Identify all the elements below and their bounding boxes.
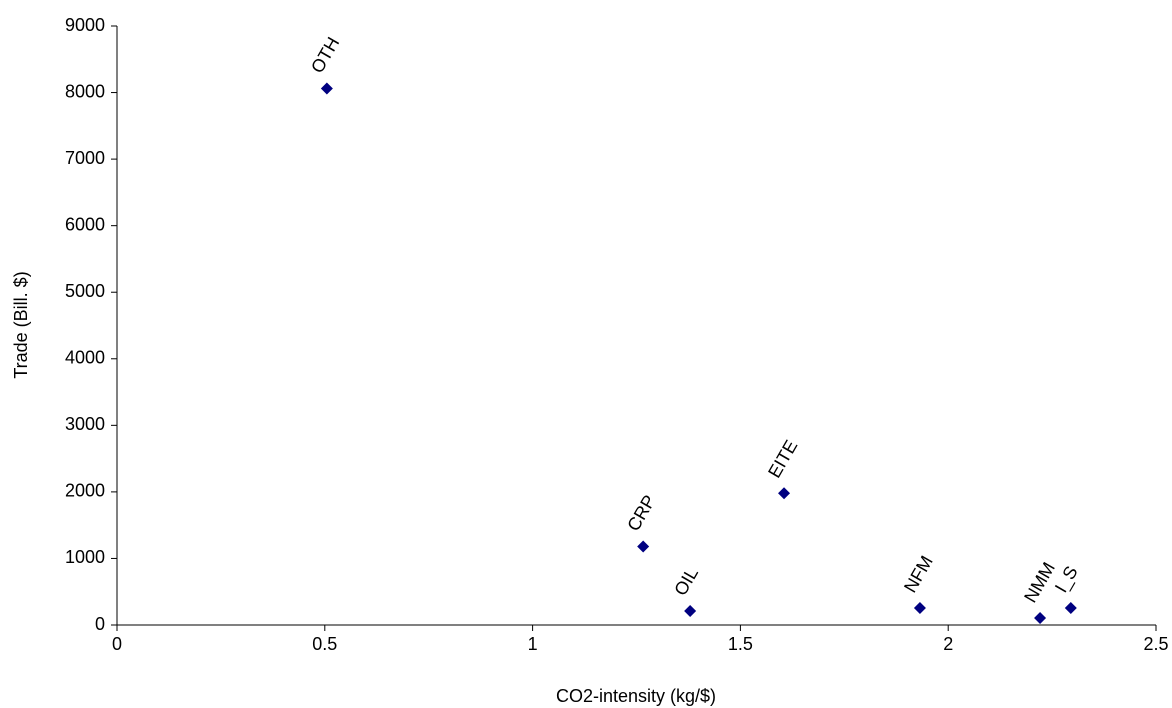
x-axis-title: CO2-intensity (kg/$) bbox=[556, 686, 716, 706]
point-label: OIL bbox=[670, 564, 702, 599]
data-point bbox=[778, 487, 791, 500]
point-label: EITE bbox=[764, 437, 801, 482]
x-tick-label: 0 bbox=[112, 634, 122, 654]
y-tick-label: 7000 bbox=[65, 148, 105, 168]
y-tick-label: 6000 bbox=[65, 214, 105, 234]
data-point bbox=[637, 540, 650, 553]
data-point bbox=[1034, 612, 1047, 625]
point-label: NFM bbox=[900, 552, 937, 596]
data-point bbox=[913, 602, 926, 615]
y-axis-title: Trade (Bill. $) bbox=[11, 271, 31, 378]
y-tick-label: 5000 bbox=[65, 281, 105, 301]
data-point bbox=[320, 82, 333, 95]
y-tick-label: 2000 bbox=[65, 481, 105, 501]
y-tick-label: 8000 bbox=[65, 81, 105, 101]
data-point bbox=[684, 605, 697, 618]
x-tick-label: 1.5 bbox=[728, 634, 753, 654]
y-tick-label: 0 bbox=[95, 614, 105, 634]
x-tick-label: 1 bbox=[528, 634, 538, 654]
y-tick-label: 3000 bbox=[65, 414, 105, 434]
y-tick-label: 1000 bbox=[65, 547, 105, 567]
x-tick-label: 2 bbox=[943, 634, 953, 654]
point-label: CRP bbox=[623, 492, 659, 535]
x-tick-label: 0.5 bbox=[312, 634, 337, 654]
data-point bbox=[1064, 602, 1077, 615]
x-tick-label: 2.5 bbox=[1143, 634, 1168, 654]
point-label: OTH bbox=[307, 34, 343, 77]
y-tick-label: 4000 bbox=[65, 348, 105, 368]
y-tick-label: 9000 bbox=[65, 15, 105, 35]
